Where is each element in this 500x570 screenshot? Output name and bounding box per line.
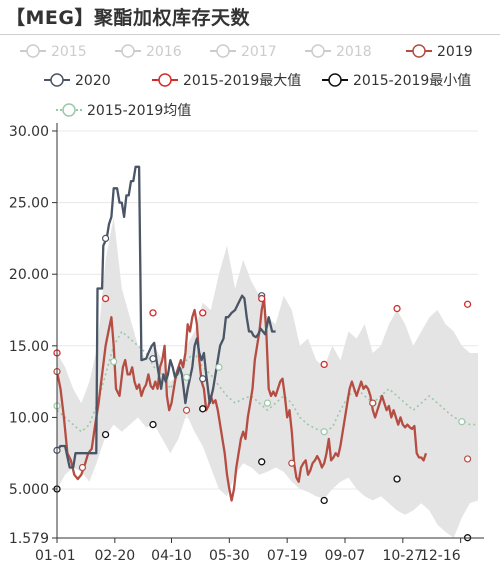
legend-label: 2017 [241, 44, 277, 60]
point-marker-2019 [182, 406, 191, 414]
legend-label: 2015-2019最大值 [183, 73, 301, 89]
max-point-marker [393, 304, 401, 313]
point-marker-2020 [199, 375, 207, 383]
y-tick-label: 30.00 [9, 124, 49, 140]
legend-marker-icon [311, 44, 325, 58]
max-point-marker [320, 360, 328, 369]
x-tick-label: 02-20 [94, 548, 135, 564]
point-marker-2015-2019 [458, 418, 466, 426]
chart-title: 【MEG】聚酯加权库存天数 [6, 7, 250, 29]
point-marker-2020 [101, 234, 110, 243]
legend-item-2016[interactable]: 2016 [115, 44, 182, 60]
point-marker-2019 [369, 399, 377, 407]
legend-label: 2018 [336, 44, 372, 60]
legend-marker-icon [26, 44, 40, 58]
x-tick-label: 05-30 [209, 548, 250, 564]
legend-label: 2015-2019均值 [87, 103, 191, 119]
x-tick-label: 09-07 [325, 548, 366, 564]
legend-label: 2020 [75, 73, 111, 89]
point-marker-2020 [149, 355, 157, 363]
legend-marker-icon [412, 44, 426, 58]
series [55, 165, 478, 502]
legend-marker-icon [121, 44, 135, 58]
legend-item-2015-2019[interactable]: 2015-2019均值 [56, 103, 191, 119]
legend-marker-icon [50, 73, 64, 87]
max-point-marker [199, 309, 207, 317]
min-point-marker [393, 475, 401, 483]
legend[interactable]: 2015 2016 2017 2018 2019 2020 2015-2019最大值 2015… [20, 44, 473, 119]
min-point-marker [258, 458, 266, 466]
legend-item-2015-2019[interactable]: 2015-2019最大值 [152, 73, 301, 89]
point-marker-2019 [78, 463, 87, 472]
min-point-marker [101, 430, 110, 439]
y-tick-label: 15.00 [9, 339, 49, 355]
max-point-marker [463, 300, 472, 308]
legend-item-2015[interactable]: 2015 [20, 44, 87, 60]
y-tick-label: 25.00 [9, 196, 49, 212]
min-point-marker [149, 420, 157, 429]
min-point-marker [320, 496, 328, 505]
legend-label: 2016 [146, 44, 182, 60]
max-point-marker [149, 309, 157, 317]
legend-label: 2019 [437, 44, 473, 60]
legend-marker-icon [158, 73, 172, 87]
x-tick-label: 04-10 [151, 548, 192, 564]
series-line-2019 [55, 297, 428, 502]
y-tick-label: 20.00 [9, 267, 49, 283]
max-point-marker [258, 294, 266, 303]
point-marker-2015-2019 [110, 357, 118, 366]
y-tick-label: 10.00 [9, 410, 49, 426]
legend-item-2015-2019[interactable]: 2015-2019最小值 [322, 73, 471, 89]
legend-marker-icon [216, 44, 230, 58]
point-marker-2015-2019 [320, 428, 328, 436]
y-tick-label: 1.579 [9, 531, 49, 547]
y-tick-label: 5.000 [9, 482, 49, 498]
title-divider [0, 34, 500, 35]
x-tick-label: 12-16 [420, 548, 461, 564]
point-marker-2015-2019 [182, 373, 191, 381]
point-marker-2015-2019 [263, 399, 272, 407]
min-point-marker [199, 405, 207, 413]
x-tick-label: 10-27 [382, 548, 423, 564]
axes: 1.579 5.000 10.00 15.00 20.00 25.00 30.00 01-01… [9, 123, 484, 564]
legend-marker-icon [328, 73, 342, 87]
legend-marker-icon [62, 103, 76, 117]
legend-label: 2015 [51, 44, 87, 60]
x-tick-label: 01-01 [35, 548, 76, 564]
point-marker-2019 [463, 455, 472, 463]
x-tick-label: 07-19 [267, 548, 308, 564]
point-marker-2019 [288, 459, 296, 467]
legend-label: 2015-2019最小值 [353, 73, 471, 89]
point-marker-2015-2019 [215, 363, 223, 371]
legend-item-2018[interactable]: 2018 [305, 44, 372, 60]
legend-item-2017[interactable]: 2017 [210, 44, 277, 60]
series-line-2020 [56, 165, 276, 469]
legend-item-2020[interactable]: 2020 [44, 73, 111, 89]
legend-item-2019[interactable]: 2019 [406, 44, 473, 60]
series-line-2015-2019 [56, 330, 478, 433]
max-point-marker [101, 294, 110, 303]
